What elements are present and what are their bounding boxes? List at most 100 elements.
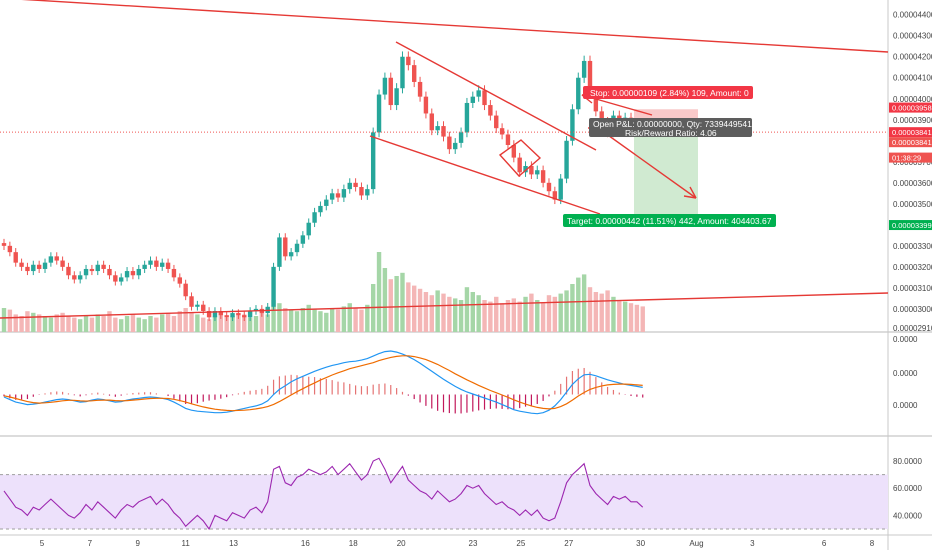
candle xyxy=(171,264,177,282)
candle xyxy=(499,123,505,140)
volume-bar xyxy=(511,298,517,332)
volume-bar xyxy=(54,314,59,332)
rsi-tick-label: 80.0000 xyxy=(893,457,922,466)
time-tick-label: 6 xyxy=(822,539,827,548)
price-tick-label: 0.00003900 xyxy=(893,116,932,125)
stop-label[interactable]: Stop: 0.00000109 (2.84%) 109, Amount: 0 xyxy=(583,86,753,99)
volume-bar xyxy=(435,290,440,332)
candle xyxy=(441,121,446,142)
candle xyxy=(95,260,100,276)
candle xyxy=(7,241,13,257)
price-tick-label: 0.00003100 xyxy=(893,284,932,293)
lower-trend-line[interactable] xyxy=(0,292,889,319)
candle xyxy=(224,311,229,322)
volume-bar xyxy=(7,309,13,332)
time-tick-label: 11 xyxy=(182,539,191,548)
candle xyxy=(529,161,534,179)
price-tick-label: 0.00003600 xyxy=(893,179,932,188)
position-info-label[interactable]: Open P&L: 0.00000000, Qty: 73394495412 R… xyxy=(589,118,757,138)
time-tick-label: 30 xyxy=(636,539,645,548)
trend-lines xyxy=(0,0,889,319)
volume-bar xyxy=(89,317,95,332)
volume-bar xyxy=(25,311,30,332)
volume-bar xyxy=(247,317,253,332)
volume-bar xyxy=(42,316,48,332)
volume-bar xyxy=(242,314,247,332)
volume-bar xyxy=(148,316,153,332)
volume-bar xyxy=(388,279,393,332)
candle xyxy=(353,178,358,192)
price-marker: 0.00003958 xyxy=(889,102,932,113)
svg-text:Risk/Reward Ratio: 4.06: Risk/Reward Ratio: 4.06 xyxy=(625,128,717,138)
volume-bar xyxy=(277,303,282,332)
volume-bar xyxy=(335,309,341,332)
candle xyxy=(300,231,306,248)
time-tick-label: 25 xyxy=(516,539,525,548)
candle xyxy=(564,135,569,184)
time-tick-label: 8 xyxy=(870,539,875,548)
candle xyxy=(31,260,36,276)
volume-bar xyxy=(535,300,540,332)
volume-bar xyxy=(13,314,18,332)
volume-bar xyxy=(617,300,622,332)
volume-bar xyxy=(570,284,575,332)
volume-bar xyxy=(400,272,405,332)
volume-bar xyxy=(552,296,558,332)
upper-trend-line[interactable] xyxy=(0,0,889,53)
candle xyxy=(335,188,341,202)
volume-bar xyxy=(312,309,317,332)
volume-bar xyxy=(154,317,159,332)
volume-bar xyxy=(593,292,599,332)
volume-bar xyxy=(36,314,42,332)
volume-bar xyxy=(119,319,124,332)
volume-bar xyxy=(458,300,464,332)
svg-text:Open P&L: 0.00000000, Qty: 733: Open P&L: 0.00000000, Qty: 73394495412 xyxy=(593,119,757,129)
volume-bar xyxy=(628,303,634,332)
volume-bar xyxy=(189,312,194,332)
time-axis: 5 7 9 11 13 16 18 20 23 25 27 30 Aug 3 6 8 xyxy=(40,539,875,548)
svg-text:0.00003841: 0.00003841 xyxy=(892,138,932,147)
candle xyxy=(160,258,165,271)
price-tick-label: 0.00004300 xyxy=(893,32,932,41)
candle xyxy=(19,258,24,271)
volume-bar xyxy=(576,277,581,332)
candle xyxy=(423,91,429,119)
channel-bottom-line[interactable] xyxy=(369,135,601,215)
candle xyxy=(25,262,30,276)
candle xyxy=(177,273,182,288)
candle xyxy=(365,184,370,200)
candle xyxy=(54,252,59,265)
volume-bar xyxy=(48,317,54,332)
time-tick-label: 16 xyxy=(301,539,310,548)
volume-bar xyxy=(581,274,587,332)
candle xyxy=(324,195,329,211)
candle xyxy=(183,279,188,301)
target-label[interactable]: Target: 0.00000442 (11.51%) 442, Amount:… xyxy=(563,214,776,227)
candle xyxy=(119,273,124,286)
candle xyxy=(505,129,511,150)
target-zone xyxy=(634,132,698,226)
candle xyxy=(306,218,311,240)
volume-bar xyxy=(259,311,265,332)
channel-top-line[interactable] xyxy=(395,41,597,151)
volume-bar xyxy=(171,316,177,332)
volume-bar xyxy=(253,316,259,332)
projection-arrow-line[interactable] xyxy=(597,127,697,199)
price-tick-label: 0.00003000 xyxy=(893,305,932,314)
volume-bar xyxy=(77,319,83,332)
volume-bar xyxy=(517,301,522,332)
volume-bar xyxy=(201,317,206,332)
volume-bar xyxy=(300,308,306,332)
diamond-shape[interactable] xyxy=(498,139,542,177)
candle xyxy=(148,256,153,269)
volume-bar xyxy=(470,292,475,332)
svg-text:01:38:29: 01:38:29 xyxy=(892,154,921,163)
volume-bar xyxy=(142,319,147,332)
candle xyxy=(435,121,440,136)
volume-bar xyxy=(60,312,65,332)
time-tick-label: 27 xyxy=(564,539,573,548)
volume-bar xyxy=(412,285,417,332)
candle xyxy=(124,267,130,282)
